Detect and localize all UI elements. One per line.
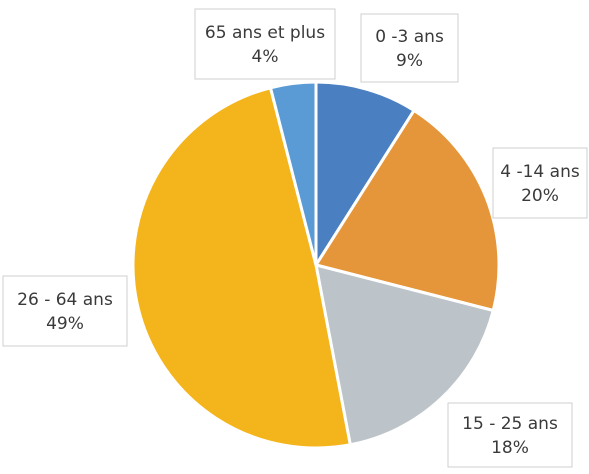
slice-category-label: 4 -14 ans	[500, 162, 580, 182]
slice-label-3: 15 - 25 ans 18%	[447, 402, 573, 468]
slice-value-label: 4%	[252, 47, 279, 67]
slice-value-label: 20%	[521, 186, 559, 206]
slice-label-box-2	[492, 147, 588, 219]
slice-category-label: 0 -3 ans	[375, 27, 444, 47]
pie-slice-2	[314, 108, 501, 313]
slice-value-label: 18%	[491, 438, 529, 458]
slice-label-box-5	[194, 8, 336, 80]
slice-label-2: 4 -14 ans 20%	[492, 147, 588, 219]
slice-label-4: 26 - 64 ans 49%	[2, 275, 128, 347]
pie-slice-1	[314, 80, 416, 267]
slice-label-5: 65 ans et plus 4%	[194, 8, 336, 80]
slices-layer	[131, 80, 501, 450]
labels-layer: 0 -3 ans 9% 4 -14 ans 20% 15 - 25 ans 18% 26 -…	[2, 8, 588, 468]
slice-category-label: 26 - 64 ans	[17, 290, 113, 310]
pie-slice-4	[131, 86, 352, 450]
slice-value-label: 49%	[46, 314, 84, 334]
slice-label-box-1	[360, 13, 459, 83]
slice-label-1: 0 -3 ans 9%	[360, 13, 459, 83]
pie-slice-5	[268, 80, 318, 267]
pie-slice-3	[314, 263, 495, 447]
slice-label-box-4	[2, 275, 128, 347]
slice-value-label: 9%	[396, 51, 423, 71]
slice-category-label: 65 ans et plus	[205, 23, 325, 43]
slice-category-label: 15 - 25 ans	[462, 414, 558, 434]
slice-label-box-3	[447, 402, 573, 468]
